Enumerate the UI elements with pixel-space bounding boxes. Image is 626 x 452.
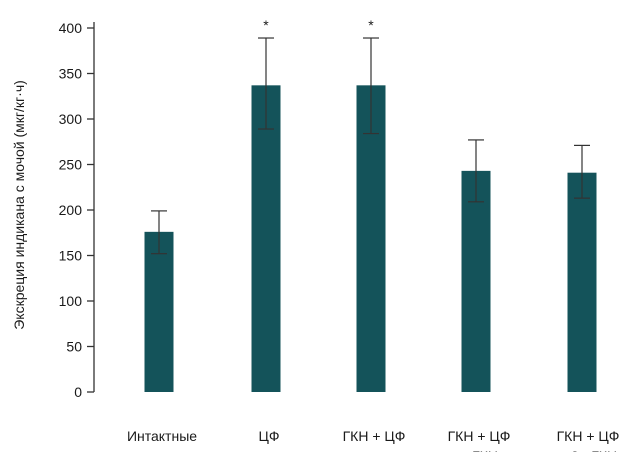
bar xyxy=(144,231,174,392)
significance-marker: * xyxy=(263,17,269,33)
x-category-label: ГКН + ЦФ xyxy=(448,428,511,444)
y-axis: 0 50 100 150 200 250 300 350 400 xyxy=(59,20,95,400)
x-axis-labels: Интактные ЦФ ГКН + ЦФ ГКН + ЦФ + ГКН ГКН + ЦФ… xyxy=(127,428,619,452)
x-category-label: ГКН + ЦФ xyxy=(343,428,406,444)
x-category-label: ЦФ xyxy=(259,428,280,444)
bars: * * xyxy=(144,17,597,392)
y-tick-label: 250 xyxy=(59,157,83,173)
bar xyxy=(251,85,281,392)
x-category-label: + 3 · ГКН xyxy=(559,448,617,452)
x-category-label: Интактные xyxy=(127,428,197,444)
significance-marker: * xyxy=(368,17,374,33)
x-category-label: + ГКН xyxy=(460,448,498,452)
y-tick-label: 150 xyxy=(59,248,83,264)
bar xyxy=(567,172,597,392)
y-tick-label: 50 xyxy=(66,339,82,355)
y-tick-label: 350 xyxy=(59,66,83,82)
y-axis-title: Экскреция индикана с мочой (мкг/кг·ч) xyxy=(11,80,27,330)
y-tick-label: 300 xyxy=(59,111,83,127)
y-tick-label: 100 xyxy=(59,293,83,309)
y-tick-label: 400 xyxy=(59,20,83,36)
y-tick-label: 0 xyxy=(74,384,82,400)
bar xyxy=(461,170,491,392)
y-tick-label: 200 xyxy=(59,202,83,218)
x-category-label: ГКН + ЦФ xyxy=(557,428,620,444)
bar xyxy=(356,85,386,392)
